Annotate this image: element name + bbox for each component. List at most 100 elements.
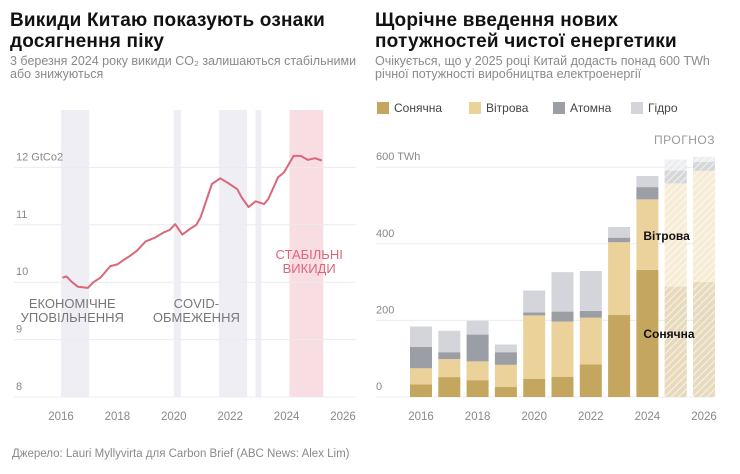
bar-solar-2016 xyxy=(410,384,432,397)
series-annotation: Сонячна xyxy=(643,327,694,341)
bar-hydro-2020 xyxy=(523,290,546,313)
clean-energy-chart: 0 200 400 600 TWh 2016 2018 2020 2022 2024 2026 ПР… xyxy=(376,133,717,423)
y-tick-label: 0 xyxy=(376,381,382,393)
left-chart-subtitle: 3 березня 2024 року викиди CO₂ залишають… xyxy=(10,54,357,81)
annotation-label: ЕКОНОМІЧНЕ xyxy=(29,296,116,311)
bar-solar-2022 xyxy=(579,364,602,397)
x-tick-label: 2026 xyxy=(330,411,356,423)
legend-swatch-wind xyxy=(469,102,481,114)
legend-label: Сонячна xyxy=(394,101,443,115)
x-tick-label: 2018 xyxy=(465,411,491,423)
y-tick-label: 8 xyxy=(16,381,22,393)
legend-swatch-nuclear xyxy=(553,102,565,114)
bar-solar-2020 xyxy=(523,378,546,397)
bar-wind-2020 xyxy=(523,315,546,379)
x-tick-label: 2016 xyxy=(48,411,74,423)
legend-label: Гідро xyxy=(648,101,678,115)
source-footer: Джерело: Lauri Myllyvirta для Carbon Bri… xyxy=(12,448,350,460)
bar-nuclear-2016 xyxy=(410,346,432,369)
legend-item-solar: Сонячна xyxy=(377,101,469,115)
x-tick-label: 2024 xyxy=(274,411,300,423)
y-tick-label: 600 TWh xyxy=(376,151,420,163)
event-band xyxy=(218,110,248,397)
x-tick-label: 2020 xyxy=(521,411,547,423)
event-band xyxy=(61,110,90,397)
legend-item-wind: Вітрова xyxy=(469,101,553,115)
bar-wind-2019 xyxy=(494,364,517,388)
bar-hydro-2017 xyxy=(438,330,461,353)
y-tick-label: 12 GtCo2 xyxy=(16,151,63,163)
annotation-label: ВИКИДИ xyxy=(283,261,336,276)
emissions-line xyxy=(62,154,323,289)
bar-wind-2022 xyxy=(579,317,602,365)
stable-emissions-band xyxy=(289,110,324,397)
legend-label: Вітрова xyxy=(486,101,529,115)
forecast-label: ПРОГНОЗ xyxy=(654,133,715,147)
x-tick-label: 2026 xyxy=(691,411,717,423)
legend-swatch-solar xyxy=(377,102,389,114)
bar-solar-2024 xyxy=(636,269,659,397)
bar-wind-2018 xyxy=(466,361,489,381)
right-chart-subtitle: Очікується, що у 2025 році Китай додасть… xyxy=(375,54,710,81)
forecast-hatch xyxy=(664,183,687,287)
x-tick-label: 2018 xyxy=(105,411,131,423)
bar-wind-2017 xyxy=(438,359,461,378)
x-tick-label: 2016 xyxy=(408,411,434,423)
left-chart-title: Викиди Китаю показують ознаки досягнення… xyxy=(10,10,326,52)
event-band xyxy=(255,110,262,397)
bar-wind-2016 xyxy=(410,368,432,385)
bar-solar-2017 xyxy=(438,377,461,397)
annotation-label: COVID- xyxy=(174,296,220,311)
y-tick-label: 400 xyxy=(376,228,394,240)
bar-hydro-2024 xyxy=(636,176,659,188)
legend-swatch-hydro xyxy=(631,102,643,114)
forecast-hatch xyxy=(693,156,715,162)
bar-nuclear-2019 xyxy=(494,352,517,365)
legend-label: Атомна xyxy=(570,101,612,115)
bar-nuclear-2018 xyxy=(466,334,489,362)
x-tick-label: 2024 xyxy=(635,411,661,423)
bar-hydro-2021 xyxy=(551,272,574,312)
bar-hydro-2022 xyxy=(579,270,602,311)
bar-wind-2024 xyxy=(636,199,659,270)
right-chart-title: Щорічне введення нових потужностей чисто… xyxy=(375,10,677,52)
bar-solar-2023 xyxy=(608,315,631,397)
emissions-chart: 8 9 10 11 12 GtCo2 2016 2018 2020 2022 2024 2026 ЕК… xyxy=(14,110,356,423)
legend-item-hydro: Гідро xyxy=(631,101,678,115)
bar-nuclear-2020 xyxy=(523,312,546,316)
bar-hydro-2019 xyxy=(494,344,517,353)
series-annotation: Вітрова xyxy=(643,229,690,243)
bar-wind-2021 xyxy=(551,321,574,377)
annotation-label: УПОВІЛЬНЕННЯ xyxy=(21,310,124,325)
forecast-hatch xyxy=(664,159,687,171)
bar-solar-2021 xyxy=(551,376,574,397)
x-tick-label: 2020 xyxy=(161,411,187,423)
forecast-hatch xyxy=(693,170,715,283)
legend: Сонячна Вітрова Атомна Гідро xyxy=(377,101,678,115)
y-tick-label: 200 xyxy=(376,304,394,316)
event-band xyxy=(173,110,181,397)
bar-solar-2019 xyxy=(494,387,517,397)
forecast-hatch xyxy=(693,161,715,171)
bar-nuclear-2024 xyxy=(636,187,659,200)
y-tick-label: 11 xyxy=(16,209,27,221)
bar-nuclear-2022 xyxy=(579,310,602,318)
annotation-label: ОБМЕЖЕННЯ xyxy=(153,310,240,325)
bar-nuclear-2023 xyxy=(608,237,631,243)
bar-wind-2023 xyxy=(608,242,631,316)
bar-hydro-2023 xyxy=(608,226,631,238)
y-tick-label: 10 xyxy=(16,266,28,278)
bar-hydro-2016 xyxy=(410,326,432,347)
forecast-hatch xyxy=(664,170,687,184)
bar-solar-2018 xyxy=(466,380,489,397)
forecast-hatch xyxy=(664,286,687,397)
x-tick-label: 2022 xyxy=(578,411,604,423)
y-tick-label: 9 xyxy=(16,324,22,336)
annotation-label: СТАБІЛЬНІ xyxy=(275,247,342,262)
bar-nuclear-2021 xyxy=(551,311,574,322)
bar-nuclear-2017 xyxy=(438,352,461,360)
forecast-hatch xyxy=(693,282,715,397)
bar-hydro-2018 xyxy=(466,320,489,335)
legend-item-nuclear: Атомна xyxy=(553,101,631,115)
